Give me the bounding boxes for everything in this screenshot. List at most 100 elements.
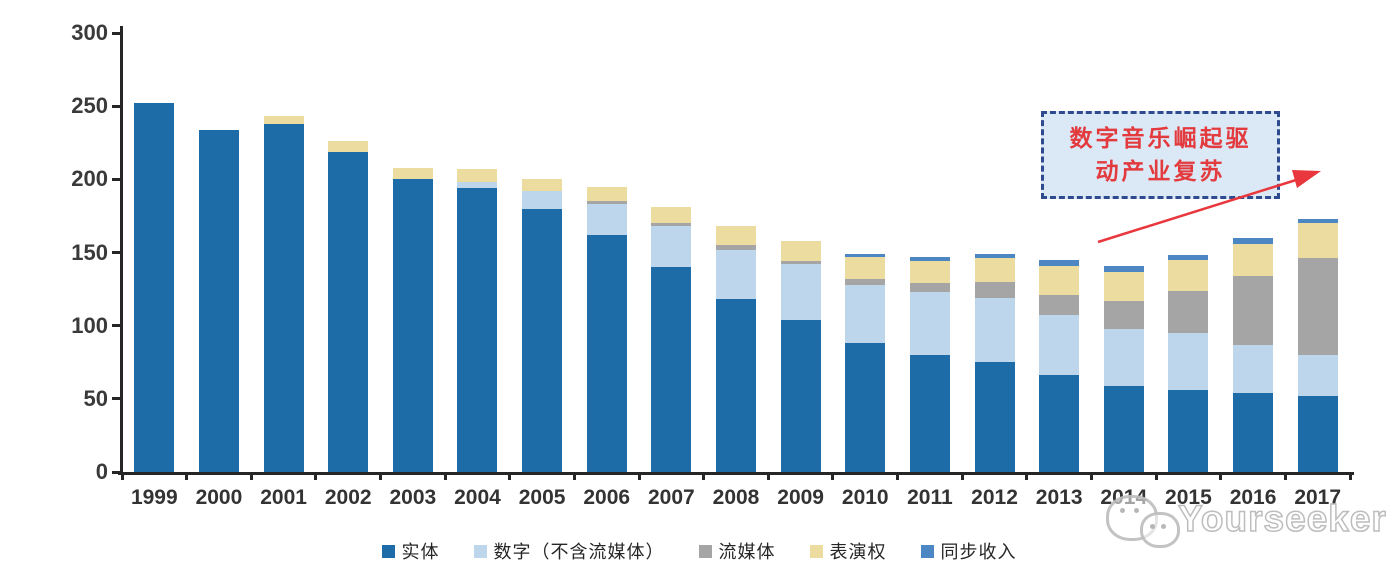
legend-swatch-icon [473, 544, 487, 558]
x-axis-tick [508, 472, 512, 480]
bar-segment [1297, 354, 1338, 396]
y-axis-tick [112, 324, 120, 328]
bar-segment [974, 297, 1015, 363]
x-axis-tick [896, 472, 900, 480]
x-axis-tick-label: 1999 [130, 486, 178, 509]
x-axis-tick [572, 472, 576, 480]
bar-segment [716, 249, 756, 300]
bar-segment [1168, 255, 1209, 260]
bar-segment [198, 129, 239, 472]
x-axis-tick-label: 2017 [1294, 486, 1342, 509]
bar-segment [1039, 315, 1080, 376]
bar-segment [1168, 390, 1209, 472]
bar-segment [1039, 265, 1080, 295]
bar-segment [909, 283, 950, 292]
watermark: Yourseeker [1096, 480, 1396, 580]
bar-segment [845, 278, 886, 285]
bar-segment [1103, 385, 1144, 472]
x-axis-tick-label: 2000 [195, 486, 243, 509]
x-axis-tick-label: 2016 [1229, 486, 1277, 509]
x-axis-tick [1283, 472, 1287, 480]
legend-swatch-icon [809, 544, 823, 558]
legend-label: 实体 [401, 542, 440, 562]
annotation-callout: 数字音乐崛起驱 动产业复苏 [1041, 111, 1280, 199]
bar-segment [845, 253, 886, 257]
y-axis-tick [112, 31, 120, 35]
bar-segment [1039, 294, 1080, 316]
y-axis-tick-label: 100 [71, 312, 108, 338]
bar-segment [392, 179, 433, 472]
bar-segment [1233, 237, 1274, 244]
bar-segment [263, 123, 304, 472]
legend-swatch-icon [920, 544, 934, 558]
bar-segment [1297, 258, 1338, 355]
x-axis-tick [120, 472, 124, 480]
bar-segment [780, 264, 821, 320]
bar-segment [909, 261, 950, 284]
y-axis-tick [112, 177, 120, 181]
y-axis-tick [112, 104, 120, 108]
bar-segment [1103, 265, 1144, 272]
y-axis-tick-label: 0 [95, 459, 108, 484]
bar-segment [1103, 328, 1144, 386]
legend-swatch-icon [698, 544, 712, 558]
bar-segment [716, 299, 756, 472]
x-axis-tick [702, 472, 706, 480]
bar-segment [522, 191, 563, 209]
x-axis-tick [1025, 472, 1029, 480]
bar-segment [651, 226, 692, 268]
x-axis-tick-label: 2010 [841, 486, 889, 509]
y-axis-tick-label: 50 [83, 385, 108, 411]
bar-segment [134, 103, 175, 472]
x-axis-tick [185, 472, 189, 480]
x-axis-tick-label: 2001 [260, 486, 307, 509]
bar-segment [1103, 271, 1144, 301]
x-axis-tick [1089, 472, 1093, 480]
bar-segment [780, 319, 821, 472]
bar-segment [457, 169, 498, 183]
x-axis-tick [637, 472, 641, 480]
legend-item: 数字（不含流媒体） [473, 538, 665, 564]
y-axis-tick-label: 200 [71, 166, 108, 192]
bar-segment [909, 256, 950, 262]
chart-legend: 实体 数字（不含流媒体） 流媒体 表演权 同步收入 [0, 536, 1398, 566]
bar-segment [1103, 300, 1144, 329]
bar-segment [845, 343, 886, 472]
x-axis-tick [314, 472, 318, 480]
bar-segment [586, 201, 627, 205]
y-axis-tick-label: 250 [71, 93, 108, 119]
legend-item: 实体 [381, 538, 440, 564]
bar-segment [457, 188, 498, 472]
x-axis-tick [379, 472, 383, 480]
x-axis-tick-label: 2003 [389, 486, 437, 509]
x-axis-tick-label: 2008 [712, 486, 760, 509]
bar-segment [716, 226, 756, 246]
bar-segment [522, 179, 563, 192]
x-axis-tick-label: 2015 [1165, 486, 1212, 509]
legend-label: 数字（不含流媒体） [493, 542, 665, 562]
y-axis-tick-label: 150 [71, 239, 108, 265]
legend-item: 表演权 [809, 538, 887, 564]
watermark-text: Yourseeker [1177, 497, 1387, 540]
bar-segment [909, 354, 950, 472]
legend-label: 流媒体 [718, 542, 776, 562]
bar-segment [780, 240, 821, 262]
bar-segment [1233, 275, 1274, 345]
annotation-text-line1: 数字音乐崛起驱 [1069, 125, 1252, 151]
bar-segment [1168, 332, 1209, 391]
bar-segment [1233, 392, 1274, 472]
bar-segment [1297, 395, 1338, 472]
x-axis-tick-label: 2013 [1035, 486, 1083, 509]
x-axis-tick [960, 472, 964, 480]
bar-segment [328, 141, 369, 152]
legend-item: 同步收入 [920, 538, 1017, 564]
bar-segment [909, 292, 950, 355]
legend-item: 流媒体 [698, 538, 776, 564]
bar-segment [1168, 290, 1209, 333]
bar-segment [1039, 259, 1080, 266]
x-axis-tick-label: 2005 [518, 486, 566, 509]
bar-segment [974, 253, 1015, 259]
bar-segment [651, 267, 692, 472]
bar-segment [1168, 259, 1209, 291]
